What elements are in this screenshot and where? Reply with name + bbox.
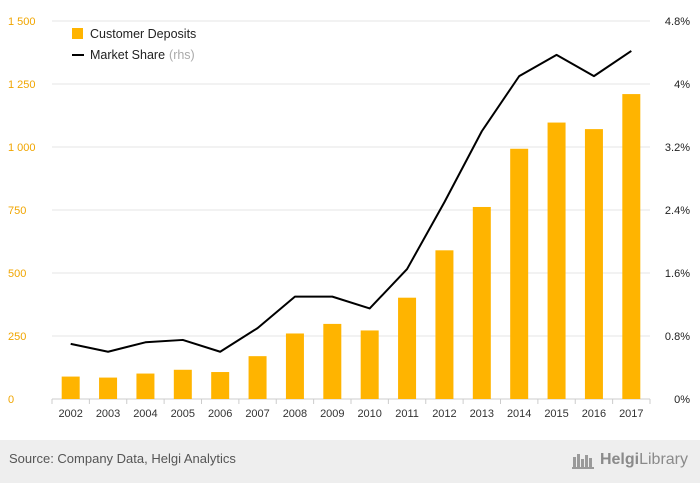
- bar-series: [61, 94, 641, 399]
- grid-lines: [52, 20, 650, 400]
- x-axis-tick-label: 2013: [470, 408, 494, 420]
- left-axis-tick-label: 1 000: [8, 142, 36, 154]
- right-axis-tick-label: 3.2%: [665, 142, 690, 154]
- bar-customer-deposits: [136, 373, 155, 399]
- legend-label-market-share: Market Share (rhs): [90, 48, 195, 62]
- right-axis-tick-label: 1.6%: [665, 268, 690, 280]
- bar-customer-deposits: [547, 122, 566, 399]
- x-axis-tick-label: 2011: [395, 408, 419, 420]
- source-note: Source: Company Data, Helgi Analytics: [9, 451, 236, 466]
- legend-rhs-note: (rhs): [169, 48, 195, 62]
- x-axis-tick-label: 2014: [507, 408, 531, 420]
- legend-swatch-deposits: [72, 28, 83, 39]
- x-axis-tick-label: 2017: [619, 408, 643, 420]
- left-axis-tick-label: 1 250: [8, 79, 36, 91]
- bar-customer-deposits: [472, 206, 491, 399]
- right-axis-tick-label: 0.8%: [665, 331, 690, 343]
- bar-customer-deposits: [61, 376, 80, 399]
- x-axis-tick-label: 2004: [133, 408, 157, 420]
- bar-customer-deposits: [285, 333, 304, 399]
- line-market-share: [70, 50, 632, 353]
- legend: Customer Deposits Market Share (rhs): [72, 27, 196, 62]
- x-axis-tick-label: 2016: [582, 408, 606, 420]
- bar-customer-deposits: [248, 356, 267, 399]
- x-axis-tick-label: 2003: [96, 408, 120, 420]
- left-axis-tick-label: 750: [8, 205, 26, 217]
- bar-customer-deposits: [211, 372, 230, 399]
- bar-customer-deposits: [99, 377, 118, 399]
- x-axis-tick-label: 2015: [544, 408, 568, 420]
- bar-customer-deposits: [584, 129, 603, 399]
- bar-customer-deposits: [323, 323, 342, 399]
- right-axis-tick-label: 4%: [674, 79, 690, 91]
- chart: 0 250 500 750 1 000 1 250 1 500 0% 0.8% 1.6% 2.4% 3…: [8, 16, 690, 420]
- bar-customer-deposits: [435, 250, 454, 399]
- bar-customer-deposits: [360, 330, 379, 399]
- x-axis-tick-label: 2009: [320, 408, 344, 420]
- x-axis-tick-label: 2006: [208, 408, 232, 420]
- x-axis-tick-label: 2010: [357, 408, 381, 420]
- bar-customer-deposits: [510, 148, 529, 399]
- axes: 0 250 500 750 1 000 1 250 1 500 0% 0.8% 1.6% 2.4% 3…: [8, 16, 690, 420]
- left-axis-tick-label: 500: [8, 268, 26, 280]
- x-axis-tick-label: 2007: [245, 408, 269, 420]
- left-axis-tick-label: 1 500: [8, 16, 36, 28]
- x-axis-tick-label: 2002: [58, 408, 82, 420]
- x-axis-tick-label: 2012: [432, 408, 456, 420]
- right-axis-tick-label: 4.8%: [665, 16, 690, 28]
- left-axis-tick-label: 250: [8, 331, 26, 343]
- x-axis-tick-label: 2008: [283, 408, 307, 420]
- left-axis-tick-label: 0: [8, 394, 14, 406]
- helgi-library-logo: HelgiLibrary: [571, 447, 688, 473]
- bar-customer-deposits: [398, 297, 417, 399]
- right-axis-tick-label: 2.4%: [665, 205, 690, 217]
- right-axis-tick-label: 0%: [674, 394, 690, 406]
- line-series: [70, 50, 632, 353]
- legend-series-name: Market Share: [90, 48, 165, 62]
- x-axis-tick-label: 2005: [171, 408, 195, 420]
- bar-customer-deposits: [622, 94, 641, 399]
- library-shelf-icon: [571, 454, 594, 469]
- legend-label-deposits: Customer Deposits: [90, 27, 196, 41]
- bar-customer-deposits: [173, 369, 192, 399]
- logo-text: HelgiLibrary: [599, 451, 688, 468]
